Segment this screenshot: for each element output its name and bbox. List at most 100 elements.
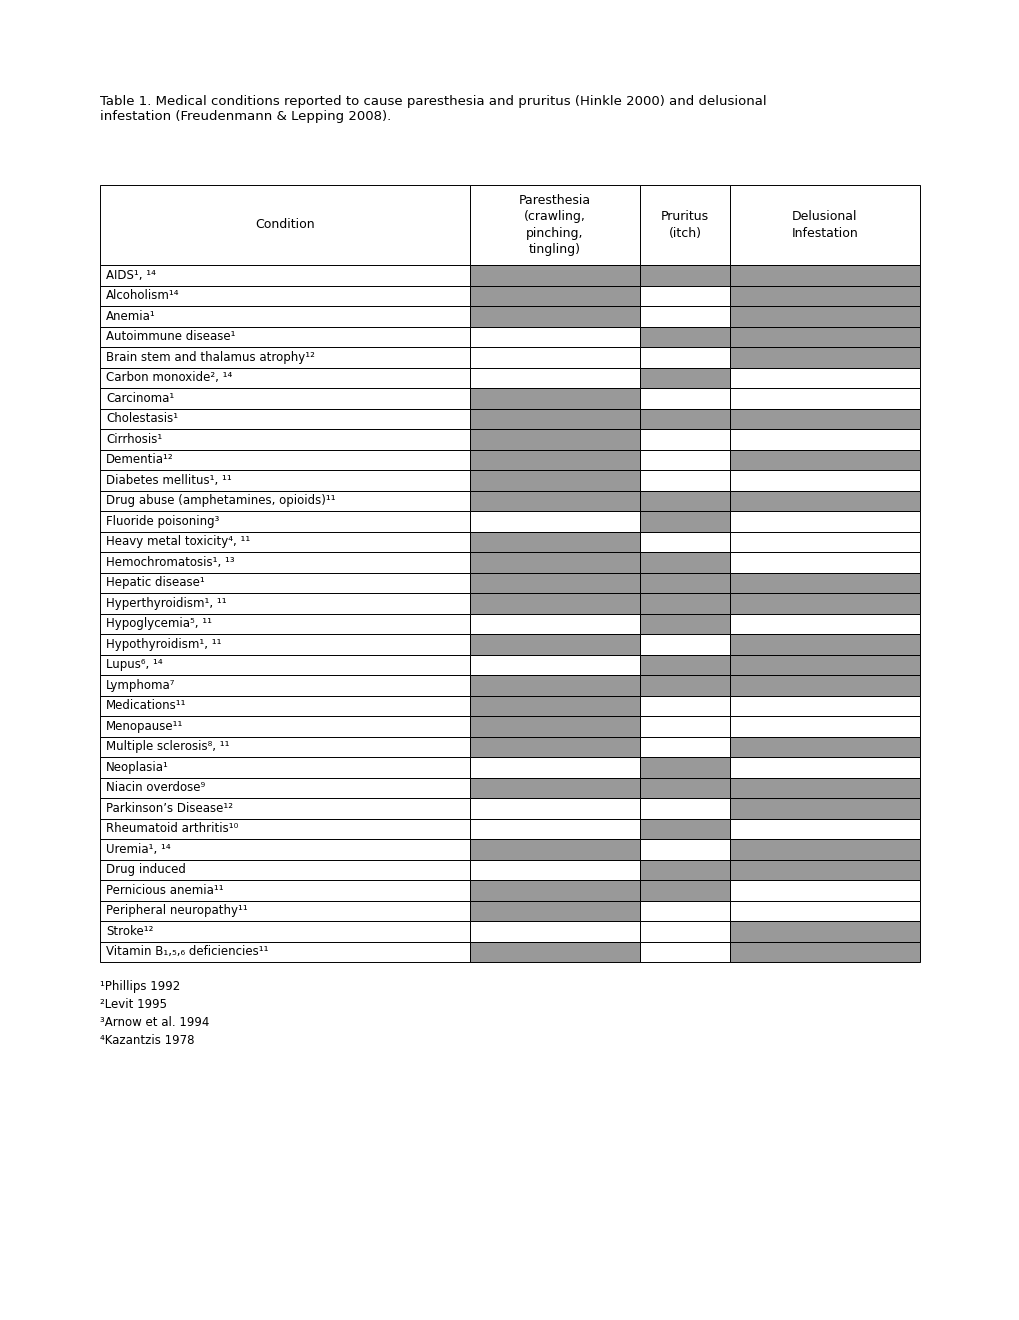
Bar — [639, 715, 730, 737]
Text: Carcinoma¹: Carcinoma¹ — [106, 392, 174, 405]
Bar — [730, 408, 919, 429]
Bar — [730, 715, 919, 737]
Bar — [730, 532, 919, 552]
Bar — [730, 450, 919, 470]
Bar — [730, 265, 919, 285]
Bar — [639, 491, 730, 511]
Text: Pruritus
(itch): Pruritus (itch) — [660, 210, 708, 240]
Bar — [730, 696, 919, 715]
Text: Brain stem and thalamus atrophy¹²: Brain stem and thalamus atrophy¹² — [106, 351, 315, 364]
Text: Multiple sclerosis⁸, ¹¹: Multiple sclerosis⁸, ¹¹ — [106, 741, 229, 754]
Text: Stroke¹²: Stroke¹² — [106, 925, 153, 937]
Text: Hypoglycemia⁵, ¹¹: Hypoglycemia⁵, ¹¹ — [106, 618, 212, 630]
Bar — [100, 880, 470, 900]
Bar — [639, 450, 730, 470]
Bar — [100, 429, 470, 450]
Bar — [470, 573, 639, 593]
Text: Medications¹¹: Medications¹¹ — [106, 700, 186, 713]
Bar — [639, 532, 730, 552]
Bar — [470, 265, 639, 285]
Bar — [470, 185, 639, 265]
Bar — [730, 347, 919, 367]
Bar — [470, 900, 639, 921]
Bar — [730, 593, 919, 614]
Text: Autoimmune disease¹: Autoimmune disease¹ — [106, 330, 235, 343]
Text: Table 1. Medical conditions reported to cause paresthesia and pruritus (Hinkle 2: Table 1. Medical conditions reported to … — [100, 95, 766, 123]
Bar — [639, 265, 730, 285]
Bar — [639, 326, 730, 347]
Text: Neoplasia¹: Neoplasia¹ — [106, 760, 169, 774]
Bar — [100, 818, 470, 840]
Bar — [639, 388, 730, 408]
Bar — [639, 285, 730, 306]
Bar — [100, 634, 470, 655]
Text: Condition: Condition — [255, 219, 315, 231]
Text: Hyperthyroidism¹, ¹¹: Hyperthyroidism¹, ¹¹ — [106, 597, 226, 610]
Bar — [639, 655, 730, 675]
Text: ²Levit 1995: ²Levit 1995 — [100, 998, 167, 1011]
Bar — [470, 491, 639, 511]
Bar — [100, 696, 470, 715]
Bar — [470, 675, 639, 696]
Bar — [470, 450, 639, 470]
Text: Lymphoma⁷: Lymphoma⁷ — [106, 678, 175, 692]
Bar — [470, 593, 639, 614]
Bar — [100, 921, 470, 941]
Bar — [470, 880, 639, 900]
Bar — [470, 326, 639, 347]
Bar — [639, 614, 730, 634]
Bar — [639, 941, 730, 962]
Bar — [100, 185, 470, 265]
Bar — [639, 593, 730, 614]
Bar — [639, 859, 730, 880]
Bar — [730, 921, 919, 941]
Bar — [100, 450, 470, 470]
Bar — [100, 285, 470, 306]
Bar — [470, 777, 639, 799]
Bar — [730, 429, 919, 450]
Text: Uremia¹, ¹⁴: Uremia¹, ¹⁴ — [106, 842, 170, 855]
Bar — [100, 614, 470, 634]
Bar — [730, 818, 919, 840]
Bar — [730, 777, 919, 799]
Bar — [470, 696, 639, 715]
Bar — [470, 470, 639, 491]
Text: Hepatic disease¹: Hepatic disease¹ — [106, 577, 205, 589]
Bar — [639, 185, 730, 265]
Bar — [100, 347, 470, 367]
Bar — [100, 326, 470, 347]
Bar — [730, 675, 919, 696]
Bar — [100, 408, 470, 429]
Bar — [470, 429, 639, 450]
Bar — [100, 552, 470, 573]
Text: Delusional
Infestation: Delusional Infestation — [791, 210, 858, 240]
Bar — [470, 799, 639, 818]
Bar — [730, 737, 919, 756]
Bar — [100, 799, 470, 818]
Bar — [100, 491, 470, 511]
Text: Menopause¹¹: Menopause¹¹ — [106, 719, 183, 733]
Text: Carbon monoxide², ¹⁴: Carbon monoxide², ¹⁴ — [106, 371, 232, 384]
Bar — [470, 532, 639, 552]
Bar — [100, 859, 470, 880]
Bar — [470, 614, 639, 634]
Bar — [639, 818, 730, 840]
Text: Cholestasis¹: Cholestasis¹ — [106, 412, 178, 425]
Bar — [730, 285, 919, 306]
Bar — [100, 675, 470, 696]
Text: Hypothyroidism¹, ¹¹: Hypothyroidism¹, ¹¹ — [106, 638, 221, 651]
Bar — [100, 532, 470, 552]
Text: Diabetes mellitus¹, ¹¹: Diabetes mellitus¹, ¹¹ — [106, 474, 231, 487]
Bar — [470, 306, 639, 326]
Bar — [100, 715, 470, 737]
Bar — [730, 306, 919, 326]
Bar — [470, 818, 639, 840]
Bar — [639, 511, 730, 532]
Text: Rheumatoid arthritis¹⁰: Rheumatoid arthritis¹⁰ — [106, 822, 238, 836]
Text: Alcoholism¹⁴: Alcoholism¹⁴ — [106, 289, 179, 302]
Bar — [639, 756, 730, 777]
Bar — [470, 388, 639, 408]
Bar — [730, 367, 919, 388]
Bar — [730, 614, 919, 634]
Text: Paresthesia
(crawling,
pinching,
tingling): Paresthesia (crawling, pinching, tinglin… — [519, 194, 590, 256]
